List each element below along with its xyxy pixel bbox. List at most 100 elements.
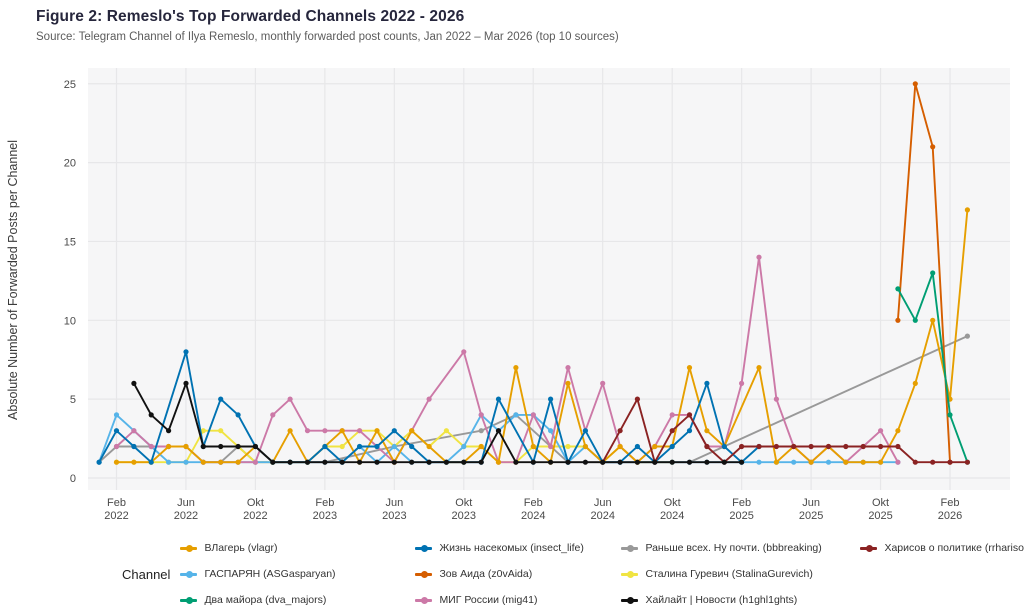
- svg-text:Feb: Feb: [315, 497, 334, 509]
- data-point: [131, 443, 137, 450]
- data-point: [131, 428, 137, 434]
- data-point: [148, 412, 154, 418]
- data-point: [669, 412, 675, 418]
- legend-item-label: ГАСПАРЯН (ASGasparyan): [204, 568, 336, 580]
- data-point: [513, 459, 519, 465]
- legend-key-dot: [626, 596, 634, 604]
- data-point: [860, 459, 866, 465]
- data-point: [634, 459, 641, 465]
- data-point: [200, 459, 206, 465]
- data-point: [791, 443, 797, 450]
- y-tick-label: 10: [64, 315, 76, 327]
- data-point: [166, 443, 172, 450]
- data-point: [704, 443, 710, 450]
- y-tick-label: 15: [64, 236, 76, 248]
- data-point: [878, 428, 884, 434]
- data-point: [426, 396, 432, 402]
- data-point: [895, 443, 901, 450]
- legend-item-rrharisov_live: Харисов о политике (rrharisov_live): [860, 535, 1024, 561]
- y-tick-label: 0: [70, 473, 76, 485]
- data-point: [582, 428, 589, 434]
- data-point: [565, 443, 571, 450]
- legend-item-label: Зов Аида (z0vAida): [439, 568, 533, 580]
- data-point: [912, 81, 918, 87]
- svg-text:Okt: Okt: [247, 497, 264, 509]
- figure-title: Figure 2: Remeslo's Top Forwarded Channe…: [36, 8, 465, 25]
- svg-text:Jun: Jun: [594, 497, 612, 509]
- legend-item-label: Раньше всех. Ну почти. (bbbreaking): [645, 542, 822, 554]
- data-point: [443, 428, 449, 434]
- data-point: [131, 380, 137, 386]
- data-point: [166, 428, 172, 434]
- data-point: [548, 459, 554, 465]
- data-point: [860, 443, 866, 450]
- data-point: [825, 443, 832, 450]
- data-point: [218, 396, 224, 402]
- data-point: [409, 459, 415, 465]
- svg-text:2022: 2022: [104, 510, 128, 522]
- series-layer: [96, 81, 971, 465]
- data-point: [513, 412, 519, 418]
- data-point: [96, 459, 102, 465]
- legend-key-icon: [180, 596, 198, 604]
- legend-item-label: ВЛагерь (vlagr): [204, 542, 278, 554]
- data-point: [218, 459, 224, 465]
- data-point: [808, 443, 814, 450]
- data-point: [530, 459, 536, 465]
- data-point: [739, 380, 745, 386]
- data-point: [773, 443, 780, 450]
- data-point: [825, 459, 832, 465]
- data-point: [200, 428, 206, 434]
- data-point: [461, 459, 467, 465]
- data-point: [183, 349, 189, 355]
- data-point: [964, 333, 971, 339]
- data-point: [495, 459, 502, 465]
- data-point: [669, 428, 675, 434]
- data-point: [878, 459, 884, 465]
- data-point: [634, 443, 641, 450]
- legend-item-insect_life: Жизнь насекомых (insect_life): [415, 535, 621, 561]
- svg-text:Okt: Okt: [872, 497, 889, 509]
- data-point: [322, 428, 328, 434]
- data-point: [895, 317, 901, 323]
- data-point: [930, 459, 936, 465]
- legend-key-dot: [626, 544, 634, 552]
- legend-title: Channel: [122, 566, 171, 582]
- svg-text:Feb: Feb: [941, 497, 960, 509]
- data-point: [686, 365, 693, 371]
- data-point: [374, 459, 380, 465]
- data-point: [339, 443, 345, 450]
- data-point: [930, 144, 936, 150]
- legend-key-dot: [185, 570, 193, 578]
- legend-item-label: МИГ России (mig41): [439, 594, 538, 606]
- svg-text:Okt: Okt: [455, 497, 472, 509]
- legend: Channel ВЛагерь (vlagr) ГАСПАРЯН (ASGaspa…: [122, 535, 1024, 613]
- legend-item-h1ghl1ghts: Хайлайт | Новости (h1ghl1ghts): [621, 587, 860, 613]
- data-point: [686, 412, 693, 418]
- legend-item-label: Хайлайт | Новости (h1ghl1ghts): [645, 594, 798, 606]
- legend-items: ВЛагерь (vlagr) ГАСПАРЯН (ASGasparyan) Два…: [180, 535, 1024, 613]
- data-point: [565, 459, 571, 465]
- data-point: [235, 412, 241, 418]
- data-point: [113, 412, 120, 418]
- data-point: [339, 428, 345, 434]
- legend-key-dot: [185, 544, 193, 552]
- data-point: [721, 459, 727, 465]
- legend-item-stalinagurevich: Сталина Гуревич (StalinaGurevich): [621, 561, 860, 587]
- data-point: [565, 380, 571, 386]
- data-point: [617, 459, 623, 465]
- data-point: [304, 428, 311, 434]
- svg-text:2023: 2023: [452, 510, 476, 522]
- data-point: [478, 443, 484, 450]
- data-point: [582, 459, 589, 465]
- data-point: [617, 443, 623, 450]
- legend-key-icon: [415, 570, 433, 578]
- data-point: [235, 459, 241, 465]
